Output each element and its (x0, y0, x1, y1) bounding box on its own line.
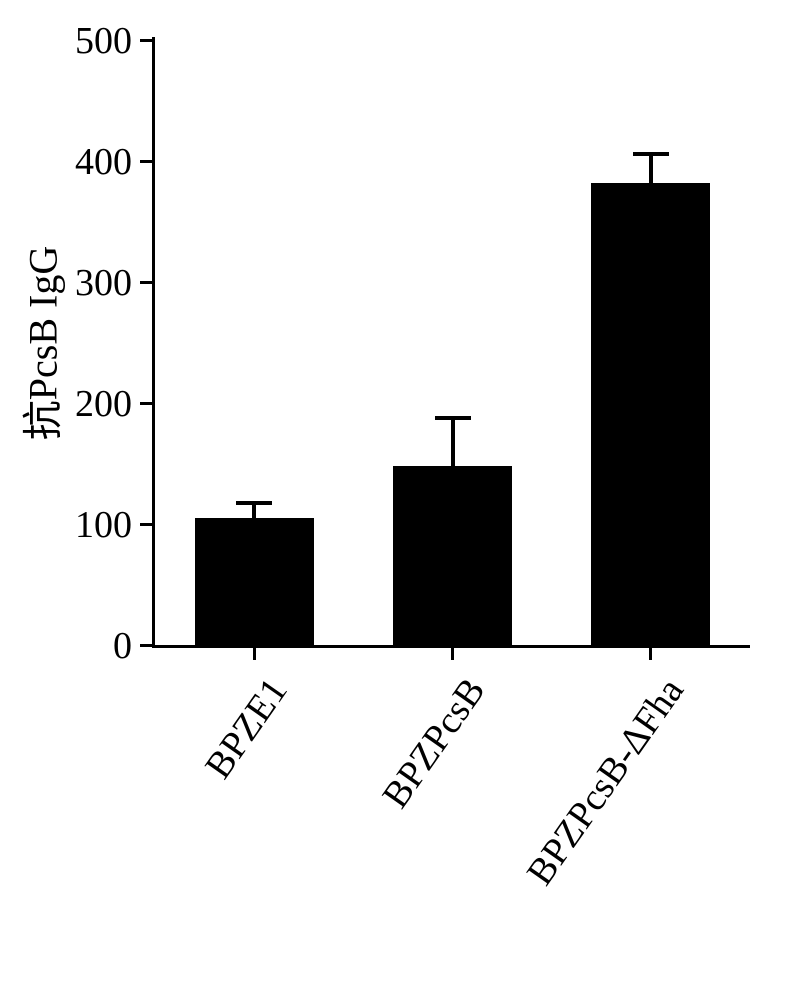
bar (195, 518, 314, 645)
y-tick-label: 400 (42, 140, 132, 184)
error-bar-cap (435, 416, 471, 420)
x-tick (649, 648, 652, 660)
y-tick (140, 523, 152, 526)
error-bar-cap (236, 501, 272, 505)
figure: 抗PcsB IgG 0 100 200 300 400 500 BPZE1 BPZPcsBBP… (0, 0, 798, 1000)
error-bar (252, 503, 256, 518)
y-axis (152, 37, 155, 645)
y-tick (140, 160, 152, 163)
y-tick (140, 39, 152, 42)
y-tick-label: 500 (42, 19, 132, 63)
y-tick (140, 281, 152, 284)
y-tick-label: 0 (42, 624, 132, 668)
error-bar-cap (633, 152, 669, 156)
y-axis-label: 抗PcsB IgG (10, 40, 50, 645)
y-tick (140, 644, 152, 647)
x-tick (451, 648, 454, 660)
x-category-label: BPZE1 (194, 670, 296, 789)
bar (591, 183, 710, 645)
y-tick-label: 100 (42, 503, 132, 547)
x-category-label: BPZPcsB-ΔFha (507, 670, 693, 909)
x-category-label: BPZPcsB (369, 670, 495, 823)
y-tick-label: 200 (42, 382, 132, 426)
error-bar (451, 418, 455, 466)
x-tick (253, 648, 256, 660)
y-tick (140, 402, 152, 405)
y-tick-label: 300 (42, 261, 132, 305)
bar (393, 466, 512, 645)
error-bar (649, 154, 653, 183)
